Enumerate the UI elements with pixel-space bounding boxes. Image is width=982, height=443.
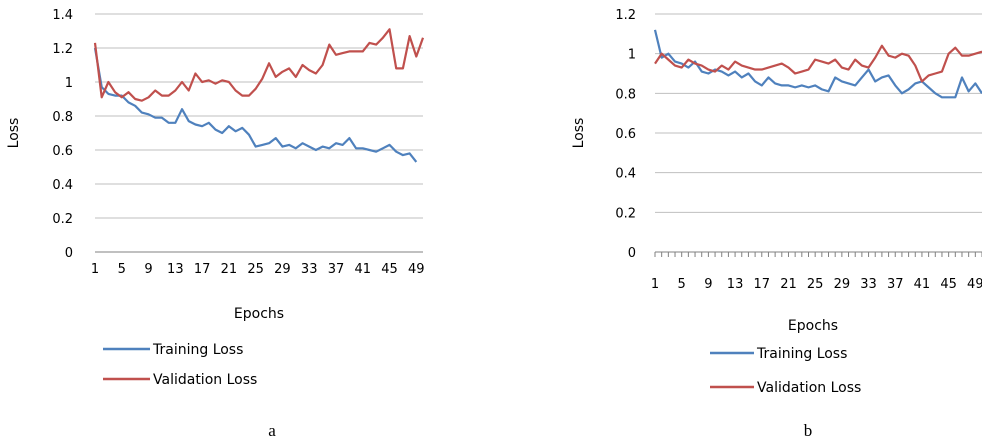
x-tick-label: 17 (754, 277, 771, 292)
x-tick-label: 13 (727, 277, 744, 292)
y-tick-label: 1.2 (615, 8, 636, 23)
y-tick-label: 0.4 (52, 178, 73, 193)
y-tick-label: 1 (628, 48, 636, 63)
x-tick-label: 33 (301, 262, 318, 277)
x-tick-label: 13 (167, 262, 184, 277)
x-tick-label: 41 (914, 277, 931, 292)
y-tick-label: 0.2 (52, 212, 73, 227)
x-tick-label: 17 (194, 262, 211, 277)
y-axis-title: Loss (571, 118, 587, 149)
x-tick-label: 5 (678, 277, 686, 292)
x-tick-label: 1 (91, 262, 99, 277)
y-tick-label: 0 (628, 246, 636, 261)
x-tick-label: 1 (651, 277, 659, 292)
x-tick-label: 25 (807, 277, 824, 292)
y-tick-label: 0.6 (52, 144, 73, 159)
y-tick-label: 0.4 (615, 167, 636, 182)
y-tick-label: 0.6 (615, 127, 636, 142)
x-tick-label: 5 (118, 262, 126, 277)
y-tick-label: 0 (65, 246, 73, 261)
legend-label: Training Loss (756, 346, 847, 362)
x-axis-title: Epochs (788, 318, 838, 334)
series-line-validation (654, 44, 982, 83)
x-tick-label: 45 (381, 262, 398, 277)
x-tick-label: 41 (354, 262, 371, 277)
x-tick-label: 21 (221, 262, 238, 277)
chart-a: 0 0.2 0.4 0.6 0.8 1 1.2 1.4 1 5 9 13 17 21 25 29 33 37 41 4… (6, 8, 425, 440)
x-tick-label: 37 (328, 262, 345, 277)
y-tick-label: 0.8 (615, 87, 636, 102)
legend-label: Training Loss (152, 342, 243, 358)
x-axis-title: Epochs (234, 306, 284, 322)
x-tick-label: 37 (887, 277, 904, 292)
panel-caption: b (804, 421, 813, 440)
legend-label: Validation Loss (153, 372, 257, 388)
series-line-training (93, 47, 418, 163)
x-tick-label: 9 (144, 262, 152, 277)
x-tick-label: 29 (834, 277, 851, 292)
chart-b: 0 0.2 0.4 0.6 0.8 1 1.2 1 5 9 13 17 21 25 29 33 37 41 45 49… (571, 8, 982, 440)
y-tick-label: 1.4 (52, 8, 73, 23)
y-tick-label: 0.8 (52, 110, 73, 125)
y-axis-title: Loss (6, 118, 22, 149)
y-tick-label: 1 (65, 76, 73, 91)
x-tick-label: 21 (780, 277, 797, 292)
y-tick-label: 1.2 (52, 42, 73, 57)
x-tick-label: 45 (940, 277, 957, 292)
legend-label: Validation Loss (757, 380, 861, 396)
series-line-validation (93, 28, 425, 102)
x-tick-label: 49 (967, 277, 982, 292)
x-tick-label: 33 (860, 277, 877, 292)
x-tick-label: 25 (247, 262, 264, 277)
x-tick-label: 9 (704, 277, 712, 292)
series-line-training (653, 29, 982, 99)
panel-caption: a (268, 421, 276, 440)
x-tick-label: 29 (274, 262, 291, 277)
y-tick-label: 0.2 (615, 206, 636, 221)
x-tick-label: 49 (408, 262, 425, 277)
